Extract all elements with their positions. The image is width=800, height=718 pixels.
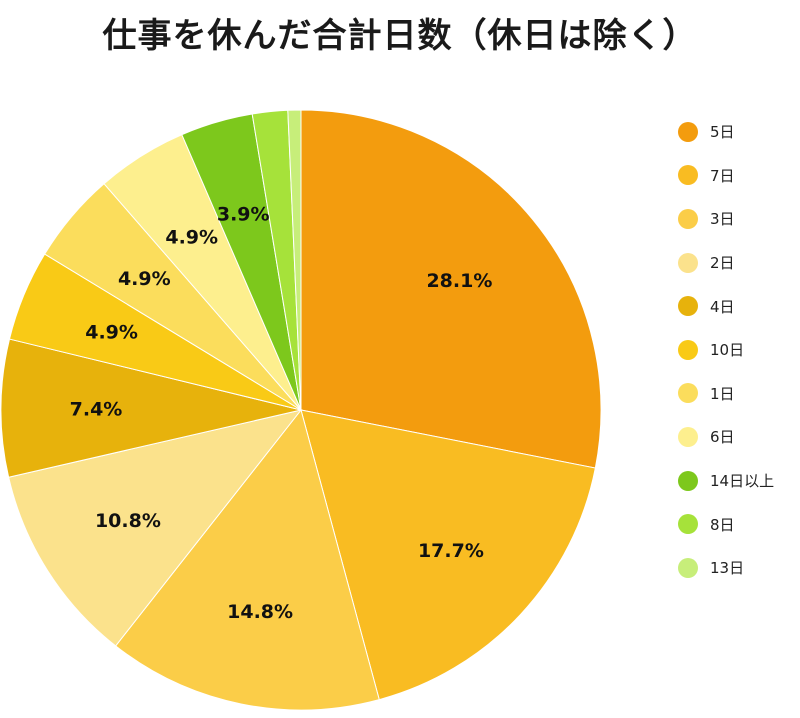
- legend-label: 5日: [710, 123, 735, 142]
- legend-swatch: [678, 208, 698, 229]
- pie-slice: [300, 409, 596, 701]
- legend-swatch: [678, 121, 698, 142]
- legend-label: 14日以上: [710, 472, 775, 491]
- pie-slice: [287, 109, 302, 411]
- legend-item: 8日: [678, 502, 774, 546]
- legend-swatch: [678, 557, 698, 578]
- legend-swatch: [678, 383, 698, 404]
- slice-label: 7.4%: [70, 399, 123, 421]
- legend-item: 3日: [678, 197, 774, 241]
- legend-swatch: [678, 165, 698, 186]
- legend-swatch: [678, 470, 698, 491]
- legend-item: 14日以上: [678, 459, 774, 503]
- legend-swatch: [678, 426, 698, 447]
- slice-label: 4.9%: [85, 322, 138, 344]
- slice-label: 17.7%: [418, 540, 484, 562]
- legend-label: 6日: [710, 428, 735, 447]
- slice-label: 4.9%: [118, 268, 171, 290]
- legend-item: 5日: [678, 110, 774, 154]
- slice-label: 4.9%: [165, 227, 218, 249]
- legend-label: 4日: [710, 297, 735, 316]
- legend-item: 4日: [678, 284, 774, 328]
- legend-label: 10日: [710, 341, 745, 360]
- slice-label: 10.8%: [95, 510, 161, 532]
- legend-swatch: [678, 252, 698, 273]
- pie-slice: [300, 109, 602, 469]
- pie-slice: [114, 408, 380, 711]
- legend-item: 1日: [678, 372, 774, 416]
- legend-swatch: [678, 296, 698, 317]
- slice-label: 3.9%: [217, 203, 270, 225]
- legend-swatch: [678, 339, 698, 360]
- legend-item: 2日: [678, 241, 774, 285]
- pie-slice: [8, 409, 303, 647]
- legend-label: 2日: [710, 254, 735, 273]
- legend-label: 8日: [710, 515, 735, 534]
- legend-item: 6日: [678, 415, 774, 459]
- legend-item: 13日: [678, 546, 774, 590]
- legend-label: 7日: [710, 166, 735, 185]
- legend-label: 3日: [710, 210, 735, 229]
- legend-item: 10日: [678, 328, 774, 372]
- legend-label: 1日: [710, 384, 735, 403]
- pie-slice: [0, 338, 302, 478]
- slice-label: 28.1%: [426, 270, 492, 292]
- chart-title: 仕事を休んだ合計日数（休日は除く）: [102, 16, 698, 56]
- legend-label: 13日: [710, 559, 745, 578]
- legend-item: 7日: [678, 154, 774, 198]
- legend: 5日 7日 3日 2日 4日 10日 1日 6日 14日以上 8日 13日: [678, 110, 774, 590]
- slice-label: 14.8%: [227, 601, 293, 623]
- legend-swatch: [678, 514, 698, 535]
